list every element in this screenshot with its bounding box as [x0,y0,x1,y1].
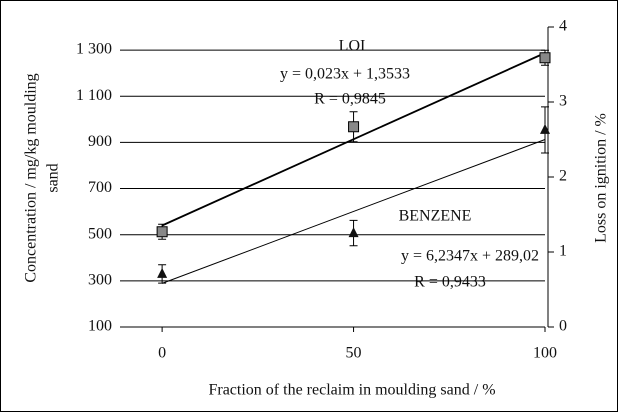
y-tick-label: 300 [88,272,112,289]
marker [156,226,168,238]
y-axis-title: sand [45,163,62,192]
series-label: LOI [339,38,366,55]
y-tick-label: 700 [88,179,112,196]
marker [348,227,359,238]
y-tick-label: 100 [88,318,112,335]
x-tick-label: 50 [346,345,362,362]
trend-line [161,139,546,284]
x-tick-label: 0 [158,345,166,362]
equation: y = 0,023x + 1,3533 [280,66,410,83]
marker [540,123,550,134]
equation: y = 6,2347x + 289,02 [401,248,539,265]
y2-tick-label: 2 [559,168,567,185]
x-axis-title: Fraction of the reclaim in moulding sand… [208,382,495,399]
marker [157,267,168,278]
x-tick-label: 100 [533,345,557,362]
r-value: R = 0,9845 [314,91,386,108]
y-axis-title: Concentration / mg/kg moulding [23,73,40,282]
marker [539,52,551,64]
y-tick-label: 900 [88,133,112,150]
y2-tick-label: 3 [559,93,567,110]
y-tick-label: 1 100 [76,87,112,104]
y2-tick-label: 4 [559,18,567,35]
y2-tick-label: 1 [559,243,567,260]
y-tick-label: 500 [88,225,112,242]
marker [348,121,360,133]
y2-tick-label: 0 [559,318,567,335]
y-tick-label: 1 300 [76,41,112,58]
r-value: R = 0,9433 [414,274,486,291]
y2-axis-title: Loss on ignition / % [593,113,610,243]
series-label: BENZENE [399,208,472,225]
